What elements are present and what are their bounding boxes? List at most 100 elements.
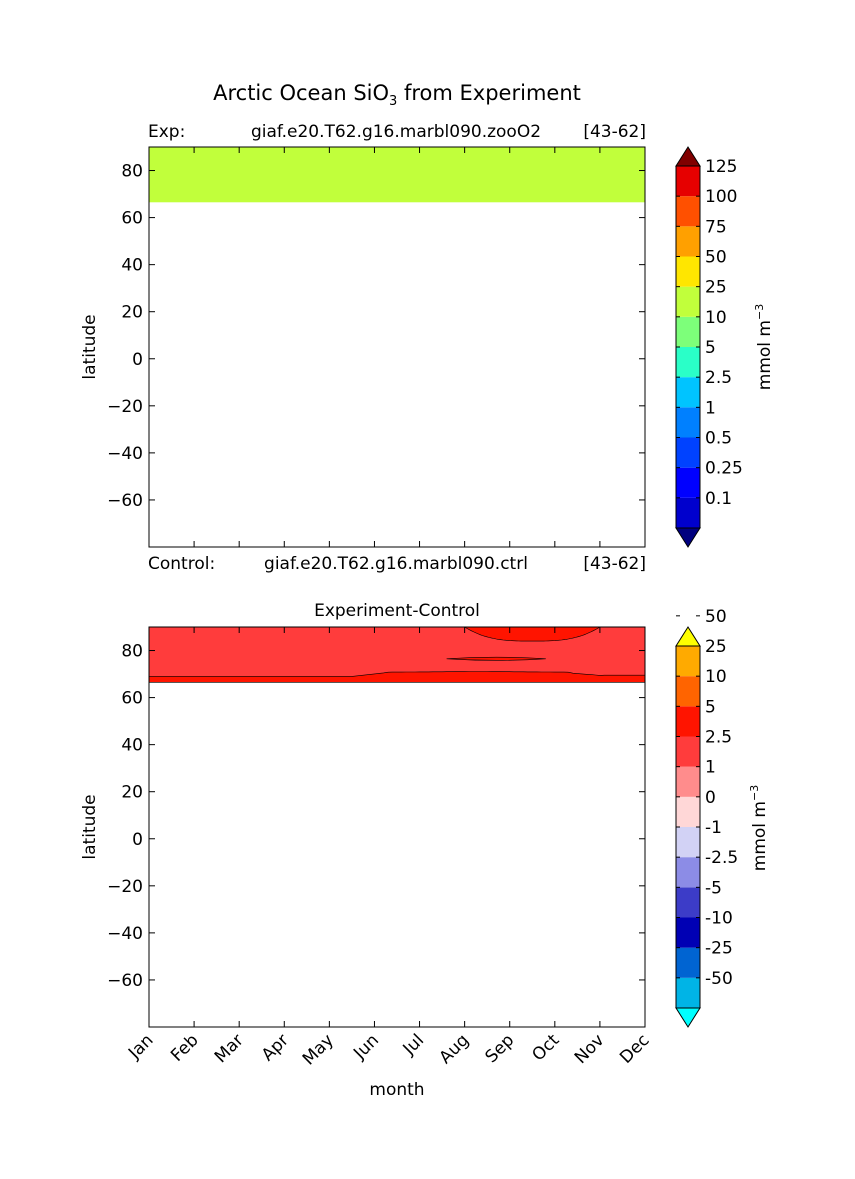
y-axis-label: latitude [80,794,100,859]
x-tick-label: Apr [258,1030,293,1065]
colorbar-swatch [676,646,700,677]
colorbar-swatch [676,766,700,797]
colorbar-label: 2.5 [705,728,732,748]
y-tick-label: 80 [121,162,143,182]
colorbar-swatch [676,887,700,918]
x-tick-label: Mar [211,1030,248,1067]
colorbar-label: -50 [705,969,733,989]
exp-name: giaf.e20.T62.g16.marbl090.zooO2 [251,122,541,142]
y-tick-label: −40 [107,444,143,464]
colorbar-label: 5 [705,338,716,358]
x-axis-label: month [369,1080,424,1100]
y-tick-label: 40 [121,736,143,756]
y-tick-label: 0 [132,350,143,370]
colorbar-label: 100 [705,187,737,207]
colorbar-label: 125 [705,157,737,177]
colorbar-label: 10 [705,308,727,328]
y-tick-label: 20 [121,783,143,803]
colorbar-label: 0.1 [705,489,732,509]
colorbar-swatch [676,196,700,227]
colorbar-label: -5 [705,878,722,898]
colorbar-swatch [676,377,700,408]
field-fill [149,147,645,203]
figure-title: Arctic Ocean SiO3 from Experiment [213,81,581,109]
x-tick-label: Dec [616,1030,653,1067]
y-tick-label: 20 [121,303,143,323]
colorbar-swatch [676,736,700,767]
colorbar-label: 10 [705,667,727,687]
colorbar-swatch [676,977,700,1008]
colorbar-label: 50 [705,607,727,627]
colorbar-label: 25 [705,637,727,657]
control-years: [43-62] [583,554,646,574]
colorbar-swatch [676,407,700,438]
colorbar-swatch [676,676,700,707]
x-tick-label: Sep [481,1030,518,1067]
y-tick-label: −20 [107,397,143,417]
difference-title: Experiment-Control [314,601,480,621]
y-axis-label: latitude [80,314,100,379]
experiment-plot: −60 −40 −20 0 20 40 60 80 latitude [80,146,646,548]
control-label: Control: [148,554,215,574]
colorbar-swatch [676,497,700,528]
y-tick-label: 40 [121,256,143,276]
colorbar-swatch [676,827,700,858]
colorbar-swatch [676,347,700,378]
colorbar-swatch [676,857,700,888]
colorbar-label: -10 [705,909,733,929]
control-name: giaf.e20.T62.g16.marbl090.ctrl [264,554,528,574]
colorbar-label: 1 [705,758,716,778]
colorbar-label: 25 [705,278,727,298]
colorbar-label: -2.5 [705,848,738,868]
plot-frame [148,626,646,1028]
y-tick-label: 0 [132,830,143,850]
x-tick-label: Aug [436,1030,474,1068]
colorbar-label: -1 [705,818,722,838]
experiment-colorbar: 0.1 0.25 0.5 1 2.5 5 10 25 50 75 100 125 [675,146,743,548]
colorbar-label: 5 [705,697,716,717]
colorbar-extend-max [675,626,701,647]
x-tick-label: Jul [399,1030,428,1059]
x-tick-label: Oct [528,1030,563,1065]
colorbar-swatch [676,796,700,827]
colorbar-extend-min [675,527,701,548]
x-tick-label: Feb [167,1030,202,1065]
y-tick-label: 80 [121,642,143,662]
colorbar-swatch [676,706,700,737]
difference-plot: −60 −40 −20 0 20 40 60 80 latitude Jan Feb Mar Apr Ma… [80,626,654,1100]
colorbar-label: 0.25 [705,459,743,479]
contour-region [446,656,546,661]
colorbar-swatch [676,917,700,948]
difference-colorbar-units: mmol m−3 [748,785,770,871]
experiment-colorbar-units: mmol m−3 [753,304,775,390]
y-tick-label: −60 [107,971,143,991]
exp-years: [43-62] [583,122,646,142]
contour-region [463,626,601,642]
colorbar-swatch [676,437,700,468]
y-tick-label: −60 [107,491,143,511]
colorbar-swatch [676,226,700,257]
contour-region [148,671,646,683]
colorbar-label: -25 [705,939,733,959]
colorbar-label: 75 [705,217,727,237]
x-tick-label: Nov [571,1030,609,1068]
colorbar-label: 2.5 [705,368,732,388]
colorbar-swatch [676,286,700,317]
x-tick-label: May [299,1030,338,1069]
exp-label: Exp: [148,122,185,142]
y-tick-label: −20 [107,877,143,897]
colorbar-extend-max [675,146,701,167]
colorbar-label: 0.5 [705,429,732,449]
colorbar-label: 0 [705,788,716,808]
x-tick-label: Jun [349,1030,383,1064]
y-tick-label: 60 [121,689,143,709]
y-tick-label: 60 [121,209,143,229]
plot-frame [148,146,646,548]
x-tick-label: Jan [124,1030,157,1063]
colorbar-swatch [676,467,700,498]
colorbar-label: 1 [705,398,716,418]
colorbar-swatch [676,947,700,978]
colorbar-label: 50 [705,248,727,268]
colorbar-extend-min [675,1007,701,1028]
